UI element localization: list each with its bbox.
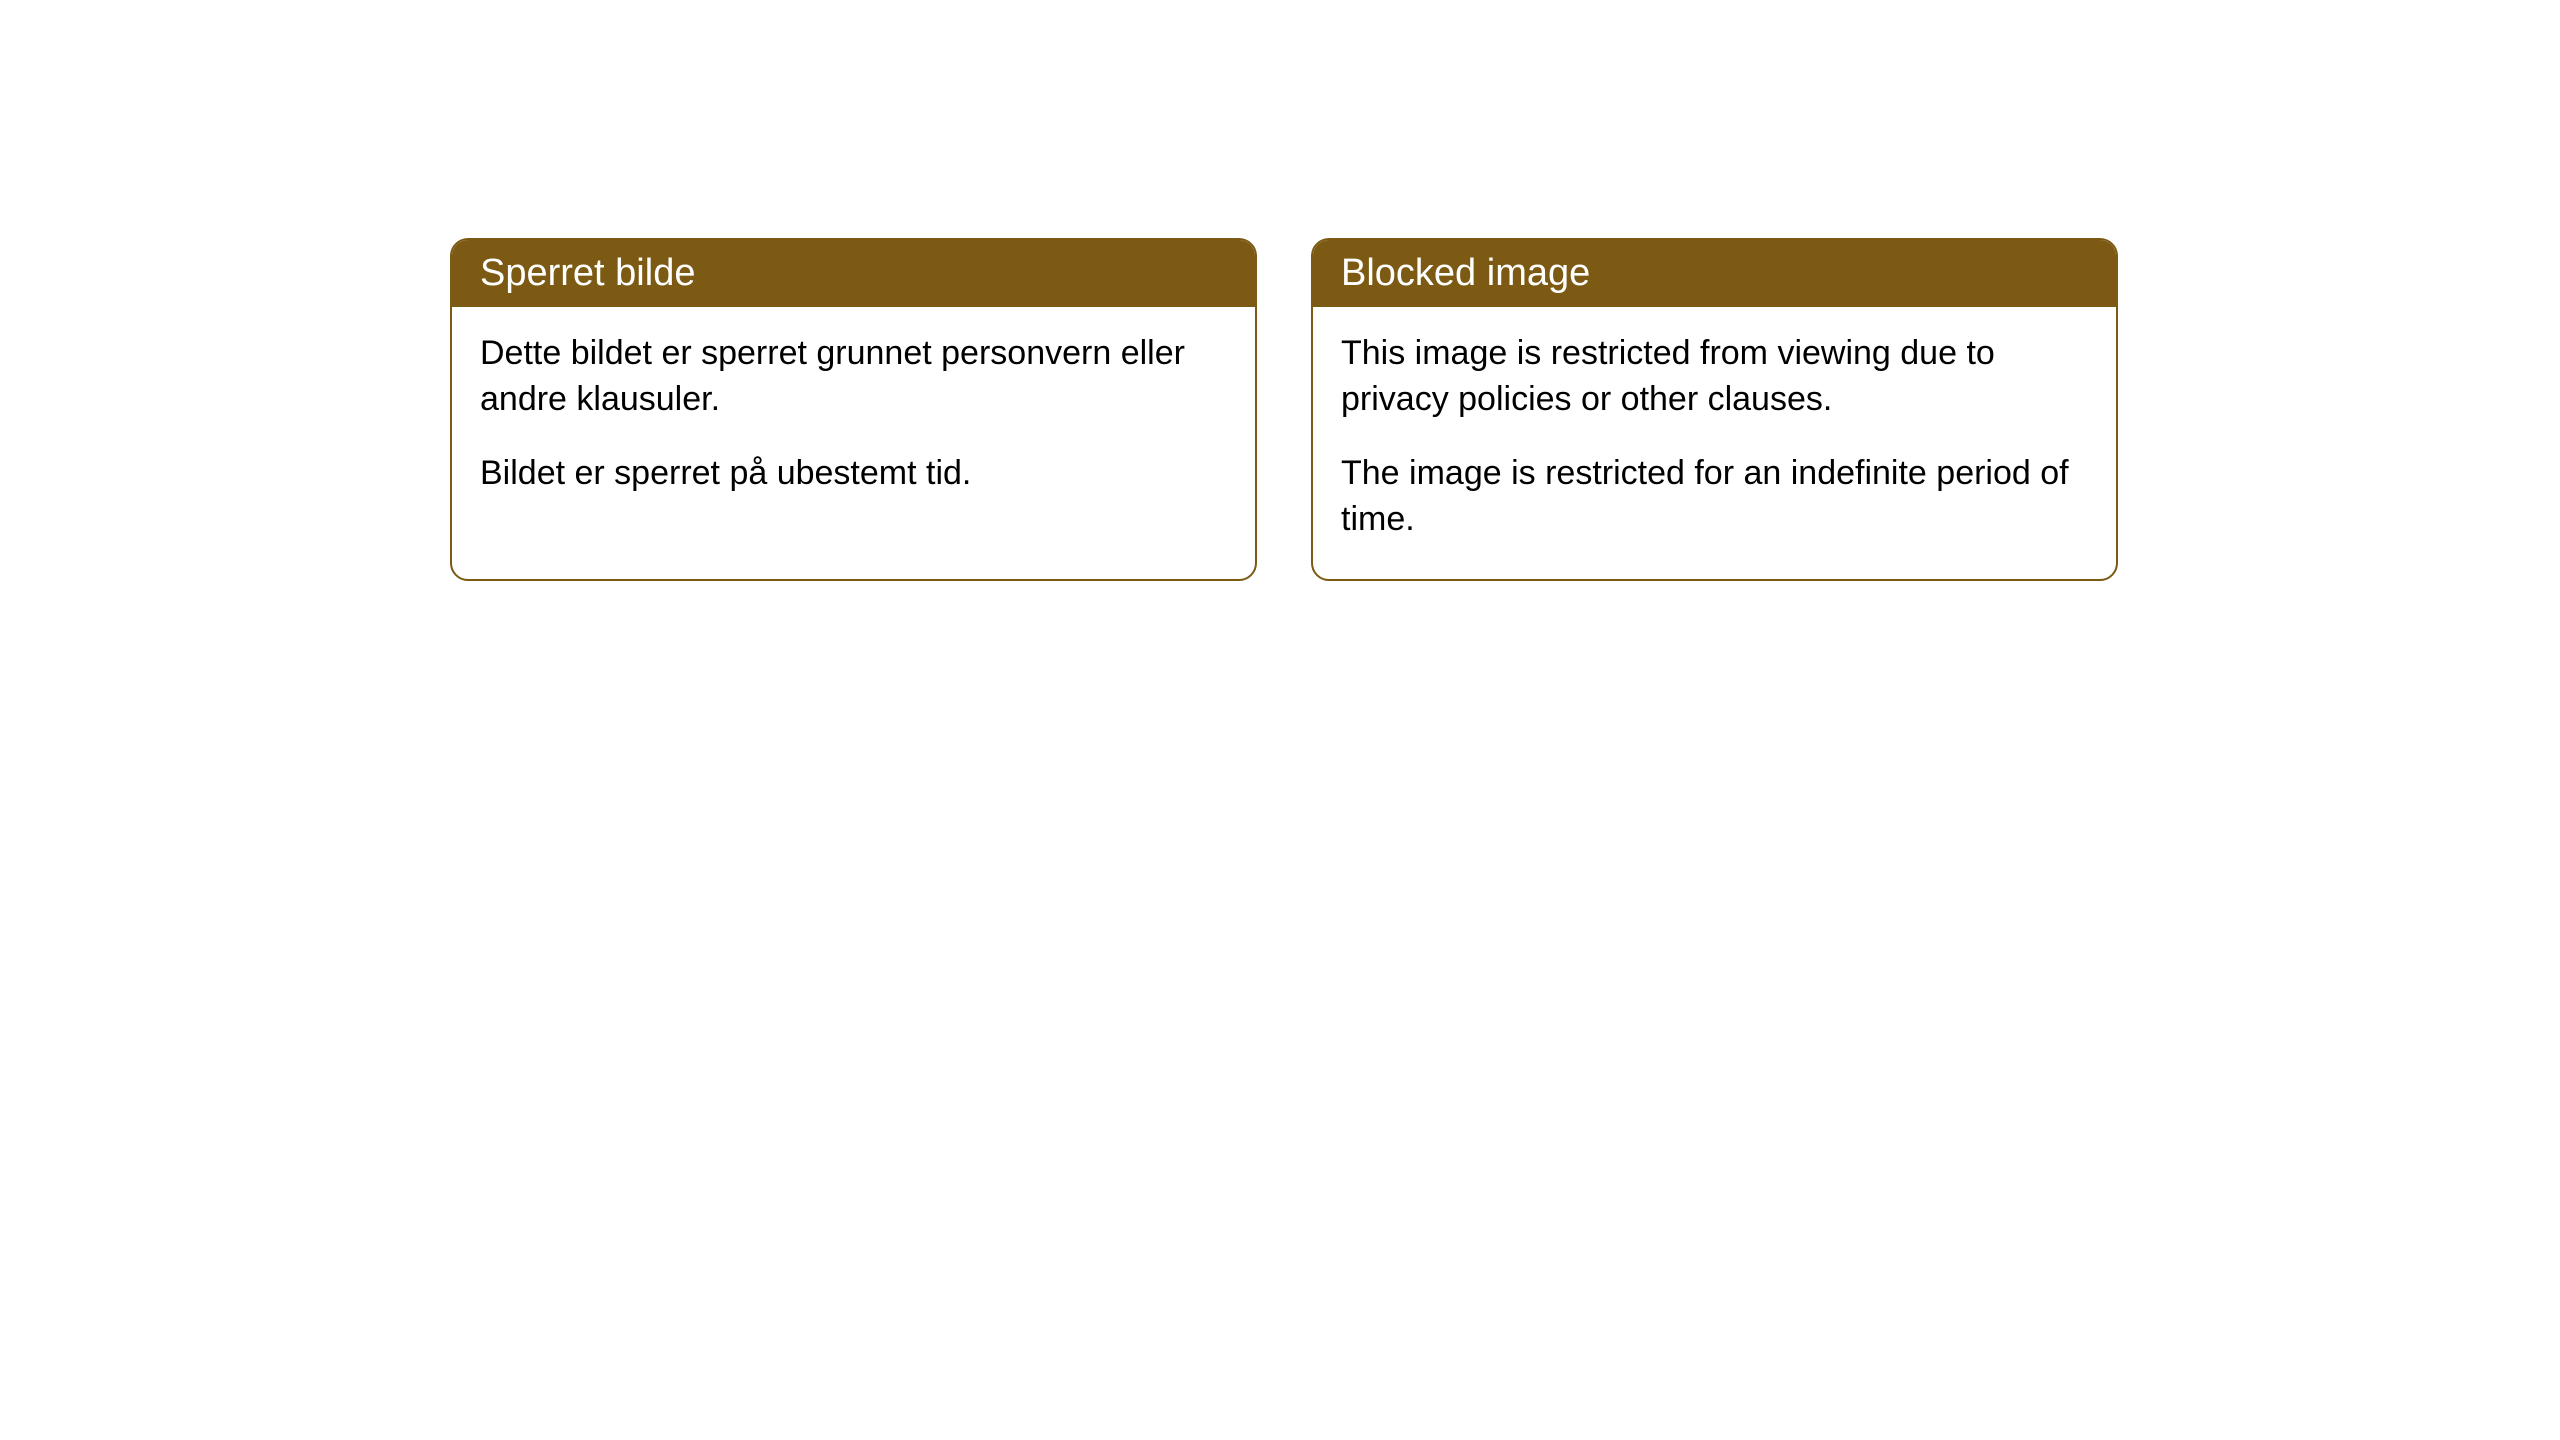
notice-card-norwegian: Sperret bilde Dette bildet er sperret gr…	[450, 238, 1257, 581]
card-body: Dette bildet er sperret grunnet personve…	[452, 307, 1255, 533]
card-paragraph: Dette bildet er sperret grunnet personve…	[480, 331, 1227, 423]
card-header: Sperret bilde	[452, 240, 1255, 307]
card-header: Blocked image	[1313, 240, 2116, 307]
card-paragraph: This image is restricted from viewing du…	[1341, 331, 2088, 423]
notice-card-english: Blocked image This image is restricted f…	[1311, 238, 2118, 581]
card-paragraph: Bildet er sperret på ubestemt tid.	[480, 451, 1227, 497]
card-paragraph: The image is restricted for an indefinit…	[1341, 451, 2088, 543]
card-body: This image is restricted from viewing du…	[1313, 307, 2116, 579]
notice-cards-container: Sperret bilde Dette bildet er sperret gr…	[450, 238, 2118, 581]
